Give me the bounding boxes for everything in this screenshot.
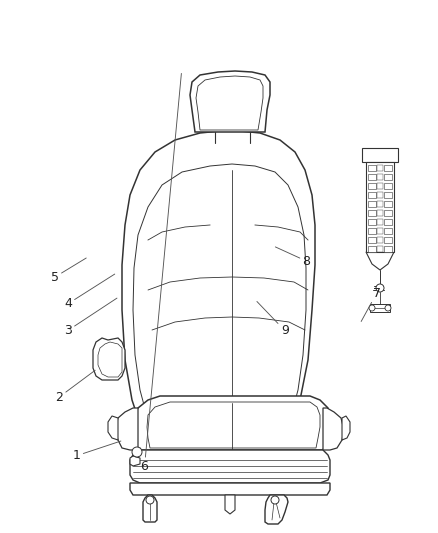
Bar — [377, 210, 383, 216]
Bar — [384, 228, 392, 234]
Circle shape — [385, 305, 391, 311]
Polygon shape — [143, 495, 157, 522]
Text: 3: 3 — [64, 298, 117, 337]
Bar — [384, 183, 392, 189]
Circle shape — [271, 496, 279, 504]
Text: 2: 2 — [55, 370, 95, 403]
Bar — [377, 219, 383, 225]
Bar — [368, 237, 376, 243]
Polygon shape — [133, 164, 306, 445]
Text: 7: 7 — [361, 287, 381, 321]
Bar — [377, 174, 383, 180]
Bar — [368, 192, 376, 198]
Bar — [377, 192, 383, 198]
Bar — [377, 165, 383, 171]
Bar — [368, 165, 376, 171]
Bar — [368, 219, 376, 225]
Polygon shape — [366, 252, 394, 270]
Polygon shape — [115, 408, 138, 450]
Polygon shape — [225, 495, 235, 514]
Bar — [366, 162, 394, 252]
Polygon shape — [98, 342, 122, 377]
Circle shape — [376, 284, 384, 292]
Bar — [377, 228, 383, 234]
Polygon shape — [342, 416, 350, 440]
Bar — [377, 201, 383, 207]
Bar — [384, 174, 392, 180]
Bar — [384, 192, 392, 198]
Text: 1: 1 — [73, 441, 121, 462]
Bar — [368, 201, 376, 207]
Polygon shape — [133, 396, 330, 450]
Polygon shape — [147, 402, 320, 448]
Text: 9: 9 — [257, 302, 289, 337]
Text: 8: 8 — [276, 247, 311, 268]
Bar — [368, 246, 376, 252]
Polygon shape — [93, 338, 125, 380]
Polygon shape — [196, 76, 263, 130]
Polygon shape — [130, 450, 330, 483]
Circle shape — [369, 305, 375, 311]
Text: 5: 5 — [51, 258, 86, 284]
Bar — [377, 246, 383, 252]
Polygon shape — [265, 495, 288, 524]
Bar — [384, 210, 392, 216]
Circle shape — [132, 447, 142, 457]
Bar — [368, 174, 376, 180]
Bar — [377, 183, 383, 189]
Bar — [368, 228, 376, 234]
Bar — [368, 210, 376, 216]
Bar — [368, 183, 376, 189]
Polygon shape — [190, 71, 270, 132]
Bar — [384, 219, 392, 225]
Bar — [362, 148, 398, 162]
Polygon shape — [130, 456, 140, 466]
Bar — [384, 201, 392, 207]
Polygon shape — [108, 416, 118, 440]
Polygon shape — [122, 130, 315, 450]
Bar — [377, 237, 383, 243]
Bar — [384, 237, 392, 243]
Text: 6: 6 — [141, 74, 181, 473]
Polygon shape — [130, 483, 330, 495]
Polygon shape — [323, 408, 344, 450]
Bar — [384, 246, 392, 252]
Circle shape — [146, 496, 154, 504]
Text: 4: 4 — [64, 274, 115, 310]
Bar — [370, 304, 390, 312]
Bar — [384, 165, 392, 171]
